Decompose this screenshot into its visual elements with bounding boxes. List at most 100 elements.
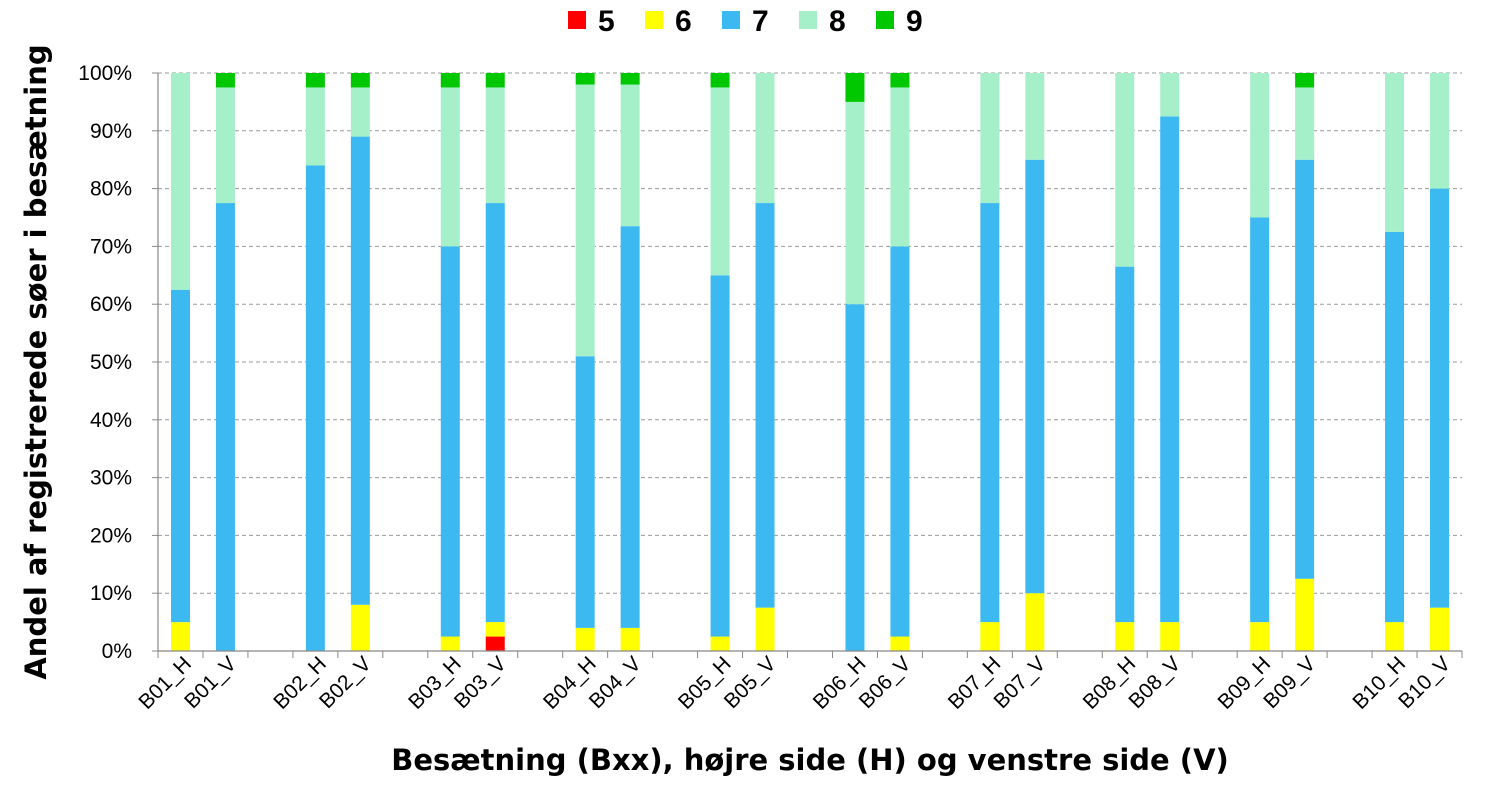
bar-segment-B08_H-score-6 — [1115, 622, 1135, 651]
bar-segment-B04_H-score-6 — [575, 627, 595, 651]
x-tick-label: B04_V — [585, 652, 646, 713]
bar-segment-B10_V-score-7 — [1430, 188, 1450, 608]
bar-segment-B09_V-score-9 — [1295, 73, 1315, 88]
y-tick-label: 100% — [78, 62, 132, 85]
bar-segment-B06_V-score-8 — [890, 87, 910, 247]
bar-segment-B04_H-score-9 — [575, 73, 595, 85]
bar-segment-B04_H-score-8 — [575, 84, 595, 357]
bar-segment-B02_V-score-9 — [350, 73, 370, 88]
bars — [170, 73, 1450, 652]
y-tick-label: 10% — [90, 582, 132, 605]
bar-segment-B10_H-score-7 — [1385, 231, 1405, 623]
bar-segment-B01_H-score-6 — [170, 622, 190, 651]
bar-segment-B04_V-score-9 — [620, 73, 640, 85]
legend: 5 6 7 8 9 — [568, 5, 923, 38]
bar-segment-B06_V-score-7 — [890, 246, 910, 637]
legend-label-5: 5 — [598, 5, 615, 38]
bar-segment-B01_H-score-8 — [170, 73, 190, 290]
bar-segment-B07_H-score-8 — [980, 73, 1000, 204]
bar-segment-B07_H-score-6 — [980, 622, 1000, 651]
y-tick-label: 80% — [90, 178, 132, 201]
x-tick-label: B03_V — [450, 652, 511, 713]
bar-segment-B05_H-score-8 — [710, 87, 730, 276]
legend-swatch-8 — [799, 11, 817, 29]
bar-segment-B05_H-score-6 — [710, 636, 730, 651]
bar-segment-B02_V-score-7 — [350, 136, 370, 605]
bar-segment-B08_V-score-7 — [1160, 116, 1180, 623]
bar-segment-B10_H-score-8 — [1385, 73, 1405, 232]
bar-segment-B05_H-score-9 — [710, 73, 730, 88]
bar-segment-B01_V-score-7 — [215, 203, 235, 652]
legend-swatch-9 — [876, 11, 894, 29]
bar-segment-B09_H-score-7 — [1250, 217, 1270, 623]
bar-segment-B03_V-score-9 — [485, 73, 505, 88]
legend-swatch-5 — [568, 11, 586, 29]
x-tick-label: B08_V — [1124, 652, 1185, 713]
y-tick-label: 90% — [90, 120, 132, 143]
y-tick-label: 50% — [90, 351, 132, 374]
bar-segment-B07_H-score-7 — [980, 203, 1000, 623]
x-axis-title: Besætning (Bxx), højre side (H) og venst… — [391, 743, 1229, 777]
bar-segment-B02_H-score-7 — [305, 165, 325, 652]
bar-segment-B07_V-score-8 — [1025, 73, 1045, 160]
bar-segment-B03_V-score-8 — [485, 87, 505, 204]
bar-segment-B06_H-score-9 — [845, 73, 865, 102]
bar-segment-B05_V-score-7 — [755, 203, 775, 608]
bar-segment-B08_H-score-7 — [1115, 266, 1135, 623]
x-tick-label: B01_V — [180, 652, 241, 713]
bar-segment-B04_V-score-6 — [620, 627, 640, 651]
bar-segment-B10_V-score-6 — [1430, 607, 1450, 651]
bar-segment-B07_V-score-6 — [1025, 593, 1045, 651]
legend-label-9: 9 — [906, 5, 923, 38]
bar-segment-B03_H-score-7 — [440, 246, 460, 637]
bar-segment-B08_V-score-8 — [1160, 73, 1180, 117]
x-tick-label: B02_V — [315, 652, 376, 713]
bar-segment-B03_H-score-8 — [440, 87, 460, 247]
x-tick-label: B10_V — [1394, 652, 1455, 713]
bar-segment-B03_V-score-7 — [485, 203, 505, 623]
bar-segment-B05_V-score-6 — [755, 607, 775, 651]
bar-segment-B01_V-score-9 — [215, 73, 235, 88]
bar-segment-B02_H-score-8 — [305, 87, 325, 166]
legend-swatch-6 — [645, 11, 663, 29]
bar-segment-B04_V-score-8 — [620, 84, 640, 227]
bar-segment-B02_H-score-9 — [305, 73, 325, 88]
bar-segment-B08_H-score-8 — [1115, 73, 1135, 267]
legend-label-6: 6 — [675, 5, 692, 38]
bar-segment-B09_V-score-6 — [1295, 578, 1315, 651]
x-tick-label: B06_V — [855, 652, 916, 713]
bar-segment-B05_V-score-8 — [755, 73, 775, 204]
bar-segment-B02_V-score-8 — [350, 87, 370, 137]
bar-segment-B01_H-score-7 — [170, 289, 190, 623]
bar-segment-B07_V-score-7 — [1025, 159, 1045, 594]
legend-label-7: 7 — [752, 5, 769, 38]
y-tick-label: 70% — [90, 235, 132, 258]
bar-segment-B10_V-score-8 — [1430, 73, 1450, 189]
bar-segment-B09_H-score-6 — [1250, 622, 1270, 651]
bar-segment-B04_H-score-7 — [575, 356, 595, 628]
bar-segment-B10_H-score-6 — [1385, 622, 1405, 651]
y-tick-label: 30% — [90, 467, 132, 490]
bar-segment-B09_H-score-8 — [1250, 73, 1270, 218]
bar-segment-B08_V-score-6 — [1160, 622, 1180, 651]
y-tick-label: 20% — [90, 524, 132, 547]
bar-segment-B09_V-score-8 — [1295, 87, 1315, 160]
bar-segment-B06_H-score-8 — [845, 101, 865, 305]
y-axis-title: Andel af registrerede søer i besætning — [19, 44, 53, 679]
bar-segment-B03_H-score-9 — [440, 73, 460, 88]
y-tick-label: 0% — [102, 640, 132, 663]
y-tick-label: 40% — [90, 409, 132, 432]
bar-segment-B03_V-score-5 — [485, 636, 505, 651]
bar-segment-B09_V-score-7 — [1295, 159, 1315, 579]
bar-segment-B02_V-score-6 — [350, 604, 370, 651]
bar-segment-B01_V-score-8 — [215, 87, 235, 204]
legend-label-8: 8 — [829, 5, 846, 38]
bar-segment-B03_H-score-6 — [440, 636, 460, 651]
bar-segment-B06_H-score-7 — [845, 304, 865, 651]
x-tick-label: B07_V — [990, 652, 1051, 713]
bar-segment-B05_H-score-7 — [710, 275, 730, 637]
bar-segment-B03_V-score-6 — [485, 622, 505, 637]
x-tick-label: B09_V — [1259, 652, 1320, 713]
